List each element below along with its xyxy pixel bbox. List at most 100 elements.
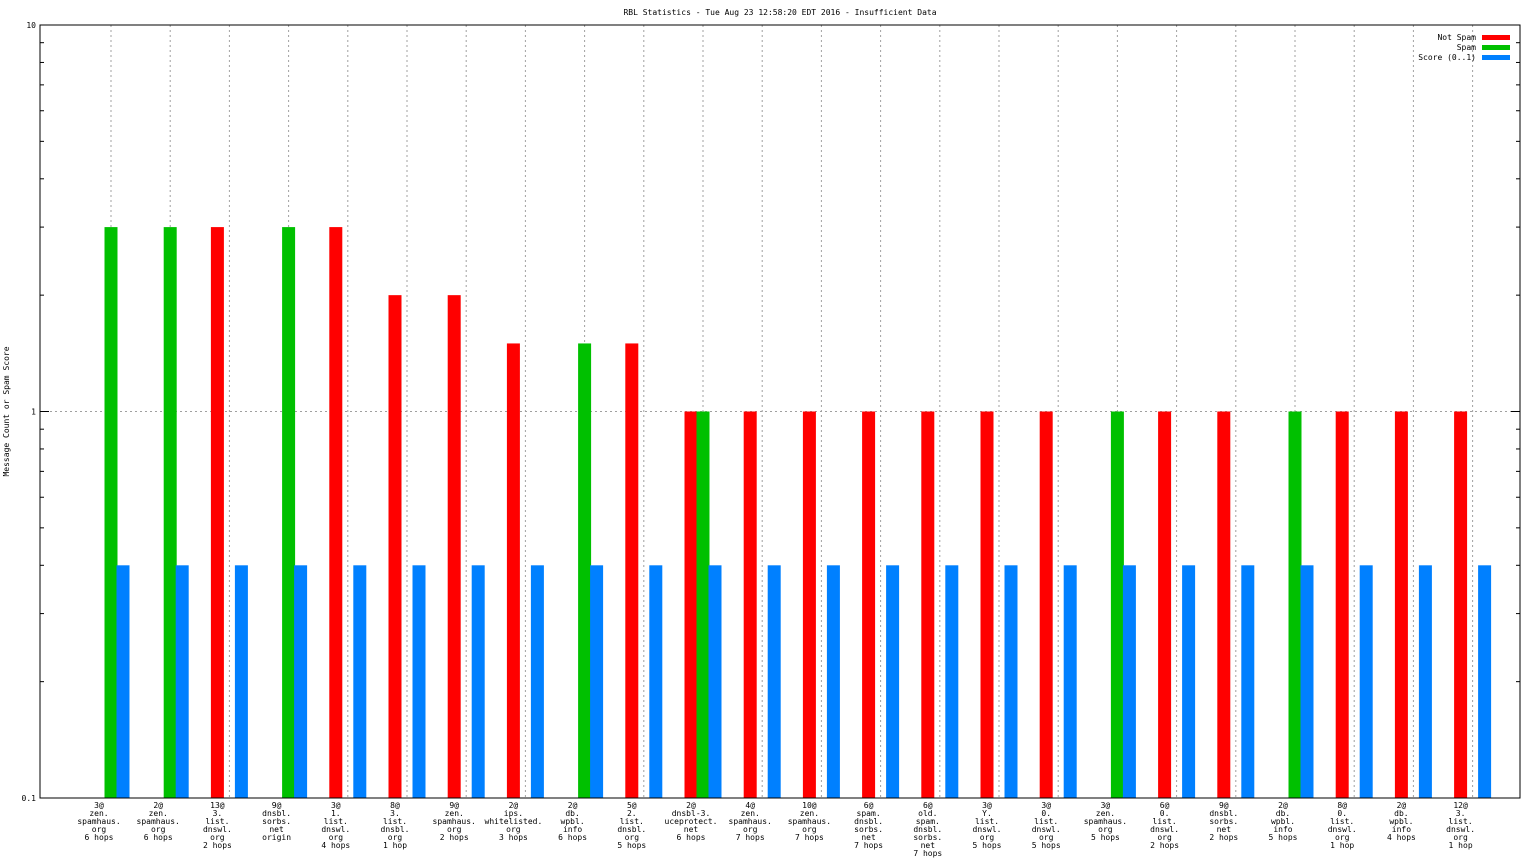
x-category-label-line: org: [1453, 833, 1468, 842]
bar-not-spam: [210, 227, 224, 798]
x-category-label-line: zen.: [445, 809, 464, 818]
x-category-label-line: dnsbl.: [913, 825, 942, 834]
x-category-label-line: dnswl.: [1032, 825, 1061, 834]
x-category-label-line: 3@: [331, 801, 341, 810]
x-category-label-line: ips.: [504, 809, 523, 818]
x-category-label-line: spam.: [857, 809, 881, 818]
x-category-label-line: 2@: [1278, 801, 1288, 810]
x-category-label-line: 3@: [1101, 801, 1111, 810]
x-category-label-line: org: [388, 833, 403, 842]
x-category-label-line: spamhaus.: [788, 817, 831, 826]
x-category-label-line: 8@: [390, 801, 400, 810]
bar-not-spam: [1039, 411, 1053, 798]
x-category-label-line: zen.: [741, 809, 760, 818]
x-category-label-line: org: [1098, 825, 1113, 834]
x-category-label-line: org: [802, 825, 817, 834]
x-category-label-line: net: [269, 825, 284, 834]
bar-score: [1418, 565, 1432, 798]
bar-score: [826, 565, 840, 798]
x-category-label-line: net: [921, 841, 936, 850]
x-category-label-line: spam.: [916, 817, 940, 826]
x-category-label-line: 7 hops: [795, 833, 824, 842]
bar-score: [1359, 565, 1373, 798]
y-tick-label: 1: [31, 408, 36, 417]
x-category-label-line: 1 hop: [1330, 841, 1354, 850]
x-category-label-line: 1.: [331, 809, 341, 818]
x-category-label-line: list.: [1034, 817, 1058, 826]
x-category-label-line: 6@: [1160, 801, 1170, 810]
bar-not-spam: [684, 411, 698, 798]
x-category-label-line: dnswl.: [203, 825, 232, 834]
x-category-label-line: 6 hops: [85, 833, 114, 842]
x-category-label-line: net: [684, 825, 699, 834]
legend-swatch: [1482, 45, 1510, 50]
x-category-label-line: spamhaus.: [729, 817, 772, 826]
x-category-label-line: 3.: [1456, 809, 1466, 818]
bar-score: [530, 565, 544, 798]
x-category-label-line: 5 hops: [617, 841, 646, 850]
x-category-label-line: org: [980, 833, 995, 842]
x-category-label-line: origin: [262, 833, 291, 842]
x-category-label-line: org: [92, 825, 107, 834]
x-category-label-line: org: [625, 833, 640, 842]
x-category-label-line: db.: [1394, 809, 1408, 818]
bar-spam: [696, 411, 710, 798]
x-category-label-line: list.: [620, 817, 644, 826]
x-category-label-line: 1 hop: [383, 841, 407, 850]
x-category-label-line: 0.: [1160, 809, 1170, 818]
x-category-label-line: 12@: [1453, 801, 1468, 810]
x-category-label-line: list.: [1449, 817, 1473, 826]
x-category-label-line: zen.: [149, 809, 168, 818]
x-category-label-line: 2 hops: [203, 841, 232, 850]
x-category-label-line: zen.: [89, 809, 108, 818]
x-category-label-line: dnsbl.: [1209, 809, 1238, 818]
bar-score: [1241, 565, 1255, 798]
bar-not-spam: [1217, 411, 1231, 798]
bar-score: [1004, 565, 1018, 798]
x-category-label-line: Y.: [982, 809, 992, 818]
bar-score: [767, 565, 781, 798]
x-category-label-line: 3 hops: [499, 833, 528, 842]
bar-not-spam: [1394, 411, 1408, 798]
x-category-label-line: 8@: [1337, 801, 1347, 810]
x-category-label-line: org: [329, 833, 344, 842]
x-category-label-line: 3@: [94, 801, 104, 810]
x-category-label-line: org: [743, 825, 758, 834]
x-category-label-line: 0.: [1337, 809, 1347, 818]
x-category-label-line: 6 hops: [558, 833, 587, 842]
x-category-label-line: 4 hops: [321, 841, 350, 850]
x-category-label-line: org: [506, 825, 521, 834]
x-category-label-line: whitelisted.: [485, 817, 543, 826]
x-category-label-line: old.: [918, 809, 937, 818]
bars: [104, 227, 1492, 798]
x-category-label-line: info: [1273, 825, 1292, 834]
x-category-label-line: 5 hops: [973, 841, 1002, 850]
bar-not-spam: [447, 295, 461, 798]
x-category-label-line: 3@: [1041, 801, 1051, 810]
bar-not-spam: [506, 343, 520, 798]
bar-score: [234, 565, 248, 798]
x-category-label-line: 3@: [982, 801, 992, 810]
bar-score: [649, 565, 663, 798]
x-category-label-line: 2@: [509, 801, 519, 810]
bar-not-spam: [1454, 411, 1468, 798]
x-category-label-line: org: [1039, 833, 1054, 842]
x-category-label-line: 4 hops: [1387, 833, 1416, 842]
bar-score: [1300, 565, 1314, 798]
x-category-label-line: 2 hops: [1209, 833, 1238, 842]
x-category-label-line: org: [210, 833, 225, 842]
bar-not-spam: [743, 411, 757, 798]
bar-spam: [282, 227, 296, 798]
x-category-label-line: list.: [205, 817, 229, 826]
bar-score: [708, 565, 722, 798]
x-category-label-line: 7 hops: [736, 833, 765, 842]
